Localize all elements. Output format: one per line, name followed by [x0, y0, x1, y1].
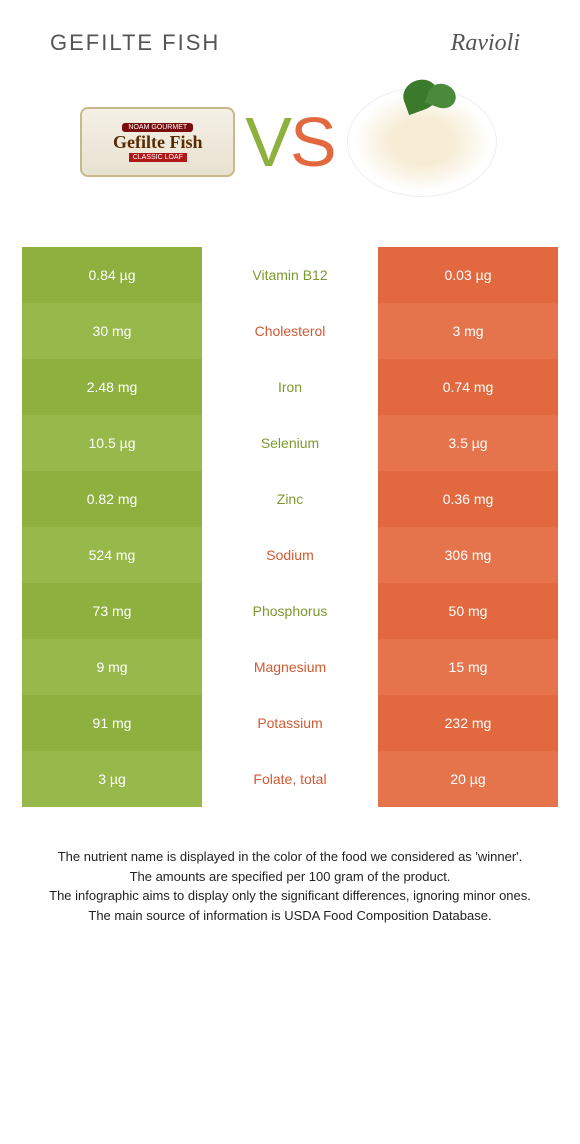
table-row: 30 mgCholesterol3 mg: [22, 303, 558, 359]
table-row: 2.48 mgIron0.74 mg: [22, 359, 558, 415]
value-left: 2.48 mg: [22, 359, 202, 415]
value-left: 30 mg: [22, 303, 202, 359]
table-row: 9 mgMagnesium15 mg: [22, 639, 558, 695]
nutrient-label: Magnesium: [202, 639, 378, 695]
table-row: 524 mgSodium306 mg: [22, 527, 558, 583]
nutrient-label: Phosphorus: [202, 583, 378, 639]
value-left: 10.5 µg: [22, 415, 202, 471]
table-row: 10.5 µgSelenium3.5 µg: [22, 415, 558, 471]
nutrient-label: Folate, total: [202, 751, 378, 807]
vs-row: NOAM GOURMET Gefilte Fish CLASSIC LOAF V…: [0, 77, 580, 227]
footer-line: The main source of information is USDA F…: [30, 906, 550, 926]
food-title-left: GEFILTE FISH: [50, 30, 220, 57]
footer-line: The amounts are specified per 100 gram o…: [30, 867, 550, 887]
value-right: 0.74 mg: [378, 359, 558, 415]
vs-label: VS: [245, 102, 334, 182]
nutrient-label: Cholesterol: [202, 303, 378, 359]
nutrient-label: Vitamin B12: [202, 247, 378, 303]
value-right: 3 mg: [378, 303, 558, 359]
vs-s: S: [290, 103, 335, 181]
value-right: 0.36 mg: [378, 471, 558, 527]
infographic-container: GEFILTE FISH Ravioli NOAM GOURMET Gefilt…: [0, 0, 580, 955]
value-left: 524 mg: [22, 527, 202, 583]
food-title-right: Ravioli: [451, 30, 520, 57]
value-left: 9 mg: [22, 639, 202, 695]
value-right: 50 mg: [378, 583, 558, 639]
nutrient-label: Iron: [202, 359, 378, 415]
fish-package-icon: NOAM GOURMET Gefilte Fish CLASSIC LOAF: [80, 107, 235, 177]
value-right: 306 mg: [378, 527, 558, 583]
table-row: 3 µgFolate, total20 µg: [22, 751, 558, 807]
value-right: 20 µg: [378, 751, 558, 807]
nutrient-label: Potassium: [202, 695, 378, 751]
table-row: 0.82 mgZinc0.36 mg: [22, 471, 558, 527]
ravioli-plate-icon: [347, 87, 497, 197]
value-right: 3.5 µg: [378, 415, 558, 471]
footer-line: The nutrient name is displayed in the co…: [30, 847, 550, 867]
nutrient-label: Selenium: [202, 415, 378, 471]
nutrient-label: Sodium: [202, 527, 378, 583]
food-image-right: [345, 87, 500, 197]
value-left: 0.82 mg: [22, 471, 202, 527]
table-row: 0.84 µgVitamin B120.03 µg: [22, 247, 558, 303]
table-row: 91 mgPotassium232 mg: [22, 695, 558, 751]
header: GEFILTE FISH Ravioli: [0, 0, 580, 77]
vs-v: V: [245, 103, 290, 181]
value-left: 0.84 µg: [22, 247, 202, 303]
value-right: 232 mg: [378, 695, 558, 751]
value-left: 3 µg: [22, 751, 202, 807]
value-right: 0.03 µg: [378, 247, 558, 303]
value-left: 73 mg: [22, 583, 202, 639]
value-left: 91 mg: [22, 695, 202, 751]
nutrient-table: 0.84 µgVitamin B120.03 µg30 mgCholestero…: [22, 247, 558, 807]
table-row: 73 mgPhosphorus50 mg: [22, 583, 558, 639]
footer-notes: The nutrient name is displayed in the co…: [0, 807, 580, 955]
food-image-left: NOAM GOURMET Gefilte Fish CLASSIC LOAF: [80, 87, 235, 197]
footer-line: The infographic aims to display only the…: [30, 886, 550, 906]
value-right: 15 mg: [378, 639, 558, 695]
nutrient-label: Zinc: [202, 471, 378, 527]
